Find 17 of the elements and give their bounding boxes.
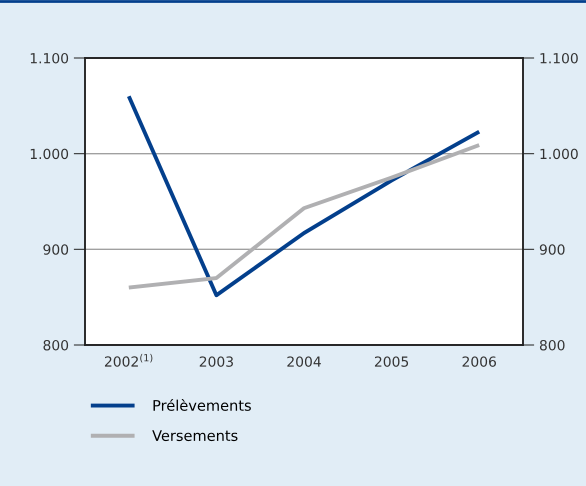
x-tick-label: 2003 [200,356,233,367]
y2-tick-label: 1.000 [540,148,578,160]
y-tick-label: 900 [43,244,68,255]
y2-tick-label: 900 [540,244,565,255]
line-series [126,94,482,298]
y2-tick-label: 800 [540,340,565,350]
legend-label: Versements [152,430,238,442]
line-series [126,143,482,290]
y-tick-label: 1.100 [30,52,68,64]
x-tick-label: 2005 [374,356,408,367]
x-tick-label: 2006 [462,356,496,367]
x-tick-label: 2002$^{(1)}$ [104,354,152,367]
x-tick-label: 2004 [287,356,321,367]
y2-tick-label: 1.100 [540,52,578,64]
y-tick-label: 1.000 [30,148,68,160]
legend-label: Prélèvements [154,399,251,411]
y-tick-label: 800 [43,340,68,350]
